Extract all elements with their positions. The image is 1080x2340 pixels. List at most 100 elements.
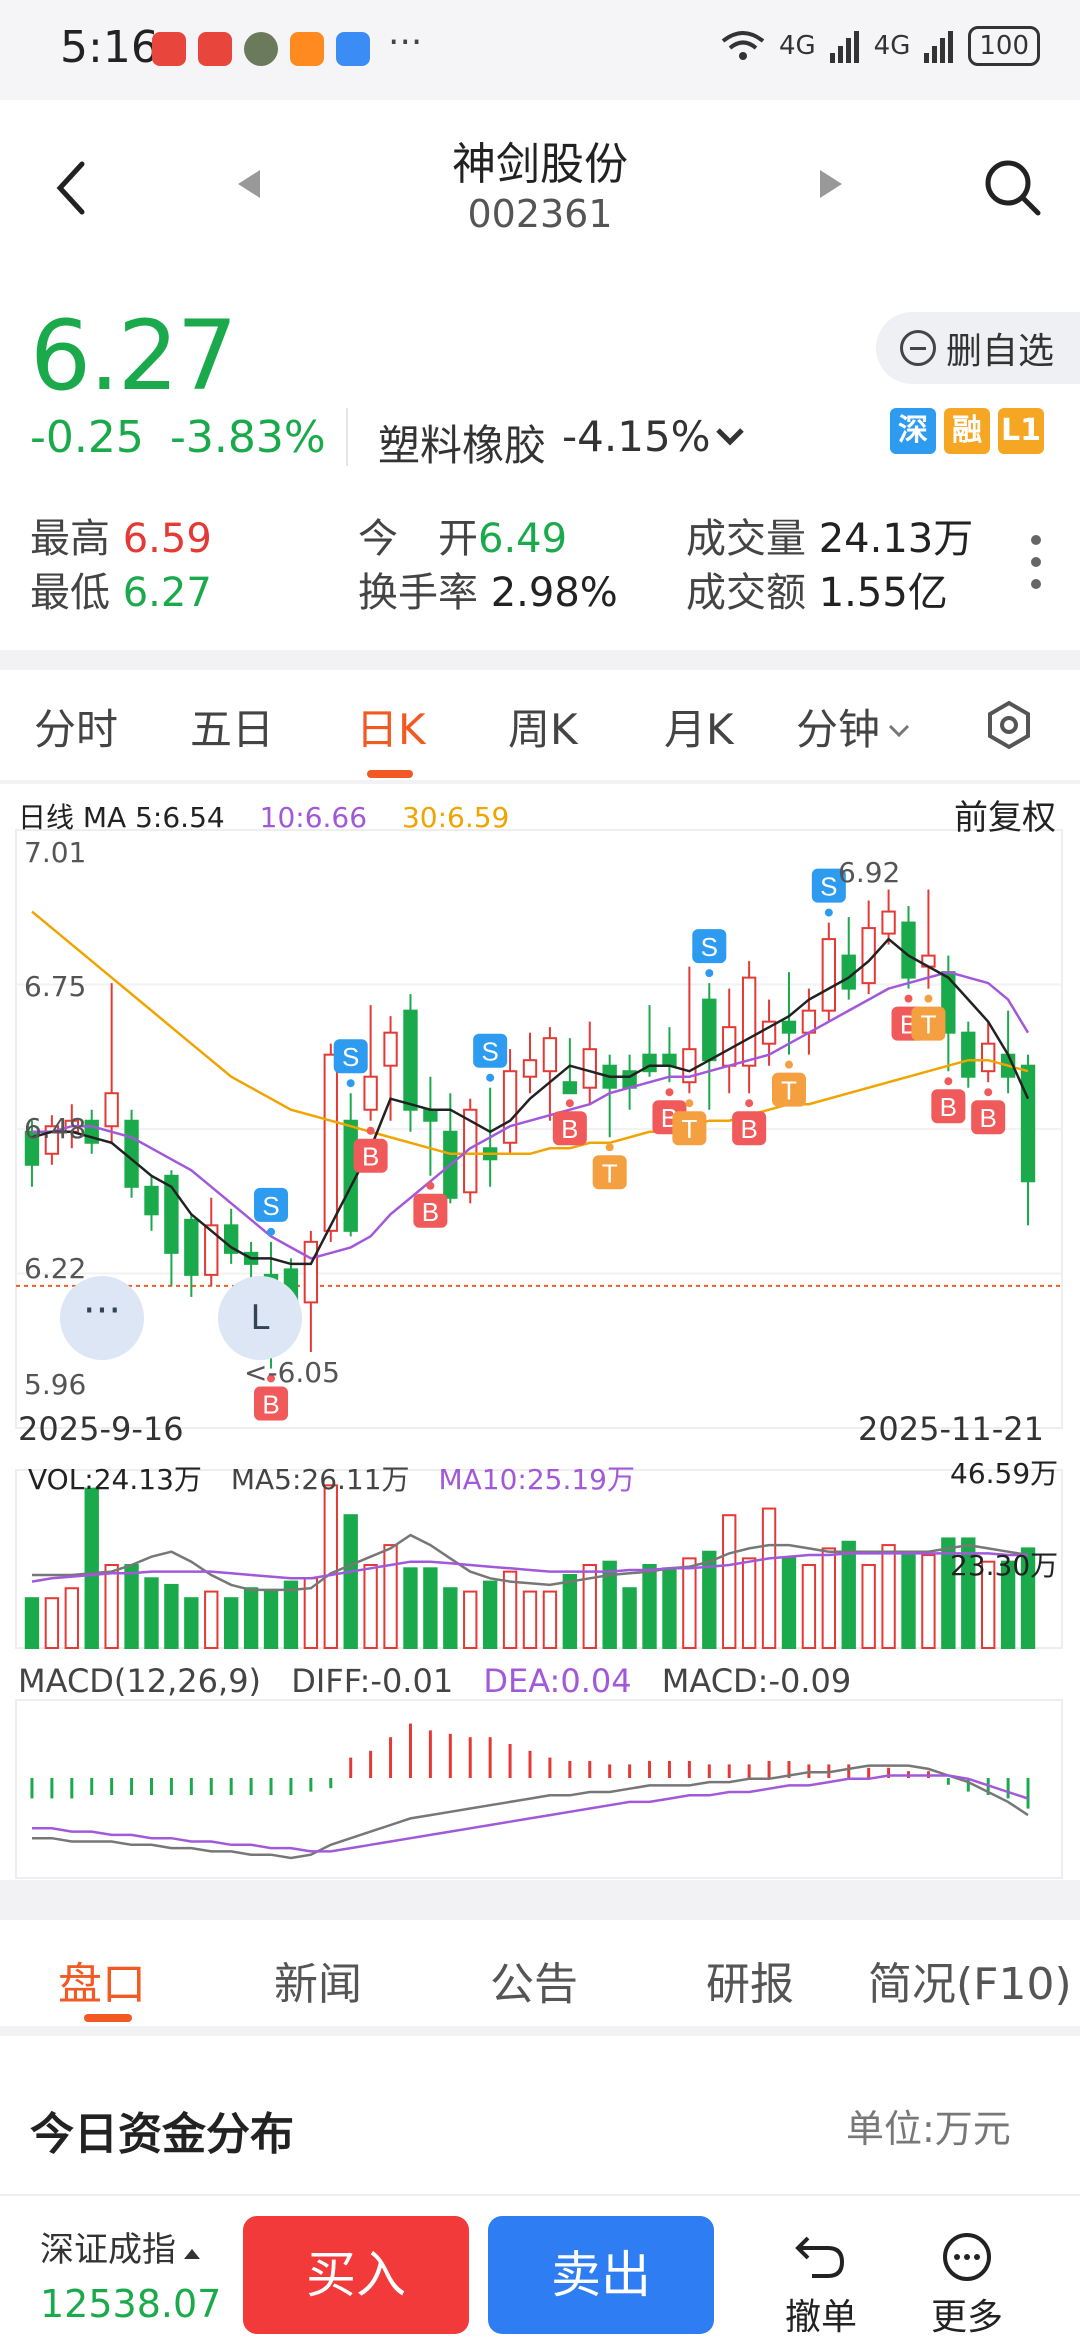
tab-announcements[interactable]: 公告 bbox=[490, 1959, 578, 2010]
signal-label-B: B bbox=[940, 1092, 957, 1122]
more-button[interactable]: 更多 bbox=[912, 2232, 1022, 2340]
badge-margin: 融 bbox=[944, 408, 990, 454]
tab-minute-label: 分钟 bbox=[796, 705, 881, 754]
tab-five-day[interactable]: 五日 bbox=[190, 705, 275, 754]
ma10-legend: 10:6.66 bbox=[259, 801, 368, 834]
active-tab-indicator bbox=[84, 2014, 132, 2022]
tab-research[interactable]: 研报 bbox=[706, 1959, 794, 2010]
volume-bar bbox=[682, 1557, 697, 1649]
volume-bar bbox=[861, 1564, 876, 1649]
volume-bar bbox=[104, 1564, 119, 1649]
volume-bar bbox=[1000, 1560, 1016, 1649]
high-marker-label: 6.92 bbox=[838, 856, 901, 889]
undo-icon bbox=[795, 2236, 845, 2278]
signal-badge-S bbox=[333, 1039, 368, 1074]
app-header bbox=[0, 100, 1080, 270]
volume-bar bbox=[482, 1580, 498, 1649]
more-circle-icon bbox=[943, 2233, 991, 2281]
price-change-pct: -3.83% bbox=[170, 412, 326, 463]
signal-dot bbox=[426, 1181, 435, 1190]
ma30-line bbox=[31, 910, 1029, 1156]
settings-icon[interactable] bbox=[984, 700, 1034, 750]
search-icon[interactable] bbox=[980, 155, 1044, 219]
volume-bar bbox=[502, 1570, 518, 1650]
signal-dot bbox=[924, 994, 933, 1003]
tab-handicap[interactable]: 盘口 bbox=[58, 1959, 146, 2010]
signal-label-T: T bbox=[681, 1114, 697, 1144]
chart-more-button[interactable]: ··· bbox=[60, 1276, 144, 1360]
volume-bar bbox=[383, 1544, 398, 1650]
more-vertical-icon[interactable] bbox=[1030, 532, 1042, 592]
volume-bar bbox=[781, 1557, 797, 1649]
high-value: 6.59 bbox=[122, 516, 212, 562]
tab-f10[interactable]: 简况(F10) bbox=[868, 1959, 1072, 2010]
volume-bar bbox=[144, 1577, 159, 1650]
index-name[interactable]: 深证成指 bbox=[40, 2222, 202, 2271]
back-arrow-icon[interactable] bbox=[52, 158, 92, 218]
volume-bar bbox=[602, 1560, 617, 1649]
date-start: 2025-9-16 bbox=[18, 1410, 184, 1448]
candle-body bbox=[821, 938, 836, 1012]
sell-button[interactable]: 卖出 bbox=[488, 2216, 714, 2334]
candle-body bbox=[841, 954, 856, 990]
tab-daily-k[interactable]: 日K bbox=[356, 705, 426, 754]
tab-weekly-k[interactable]: 周K bbox=[508, 705, 578, 754]
crosshair-toggle-button[interactable]: L bbox=[218, 1276, 302, 1360]
stock-code: 002361 bbox=[467, 192, 613, 236]
app-notification-icon bbox=[152, 32, 186, 66]
volume-bar bbox=[403, 1567, 418, 1650]
buy-button[interactable]: 买入 bbox=[243, 2216, 469, 2334]
volume-value: 24.13万 bbox=[818, 516, 974, 562]
high-label: 最高 bbox=[30, 516, 110, 562]
sector-name[interactable]: 塑料橡胶 bbox=[378, 421, 547, 470]
volume-bar bbox=[463, 1590, 478, 1649]
volume-bar bbox=[124, 1564, 139, 1649]
candle-body bbox=[303, 1240, 319, 1304]
badge-shenzhen: 深 bbox=[890, 408, 936, 454]
cancel-order-button[interactable]: 撤单 bbox=[766, 2232, 876, 2340]
signal-badge-B bbox=[413, 1193, 448, 1228]
signal-dot bbox=[565, 1099, 574, 1108]
signal-label-B: B bbox=[980, 1103, 997, 1133]
remove-favorite-button[interactable]: 删自选 bbox=[876, 312, 1080, 384]
index-value: 12538.07 bbox=[40, 2282, 222, 2326]
volume-bar bbox=[722, 1514, 737, 1650]
volume-bar bbox=[881, 1544, 896, 1650]
macd-diff-line bbox=[32, 1764, 1029, 1860]
volume-label: 成交量 bbox=[686, 516, 806, 562]
chevron-down-icon[interactable] bbox=[712, 418, 748, 454]
signal-bars-icon bbox=[924, 31, 954, 63]
sector-change-pct[interactable]: -4.15% bbox=[562, 412, 711, 461]
signal-label-B: B bbox=[262, 1389, 279, 1419]
signal-dot bbox=[605, 1143, 614, 1152]
macd-dea-line bbox=[32, 1774, 1029, 1853]
volume-bar bbox=[622, 1587, 637, 1649]
signal-badge-B bbox=[971, 1100, 1006, 1135]
tab-intraday[interactable]: 分时 bbox=[34, 705, 119, 754]
volume-bar bbox=[981, 1560, 996, 1649]
candle-body bbox=[363, 1075, 378, 1111]
candle-body bbox=[682, 1048, 697, 1084]
y-axis-label: 6.75 bbox=[24, 970, 87, 1003]
signal-bars-icon bbox=[829, 31, 859, 63]
candle-body bbox=[562, 1081, 578, 1095]
next-stock-icon[interactable] bbox=[820, 170, 842, 198]
tab-monthly-k[interactable]: 月K bbox=[664, 705, 734, 754]
y-axis-label: 6.22 bbox=[24, 1252, 87, 1285]
vol-legend-value: VOL:24.13万 bbox=[28, 1463, 202, 1496]
signal-dot bbox=[346, 1079, 355, 1088]
adjust-mode[interactable]: 前复权 bbox=[954, 798, 1056, 838]
tab-news[interactable]: 新闻 bbox=[274, 1959, 362, 2010]
volume-bar bbox=[184, 1597, 199, 1650]
open-label: 今 开 bbox=[358, 516, 478, 562]
prev-stock-icon[interactable] bbox=[238, 170, 260, 198]
tab-minute[interactable]: 分钟 bbox=[796, 696, 912, 757]
signal-badge-B bbox=[931, 1089, 966, 1124]
candle-body bbox=[702, 998, 717, 1062]
signal-badge-S bbox=[254, 1187, 289, 1222]
open-value: 6.49 bbox=[478, 516, 568, 562]
candle-body bbox=[104, 1092, 119, 1128]
candle-body bbox=[164, 1174, 179, 1254]
weather-notification-icon bbox=[336, 32, 370, 66]
